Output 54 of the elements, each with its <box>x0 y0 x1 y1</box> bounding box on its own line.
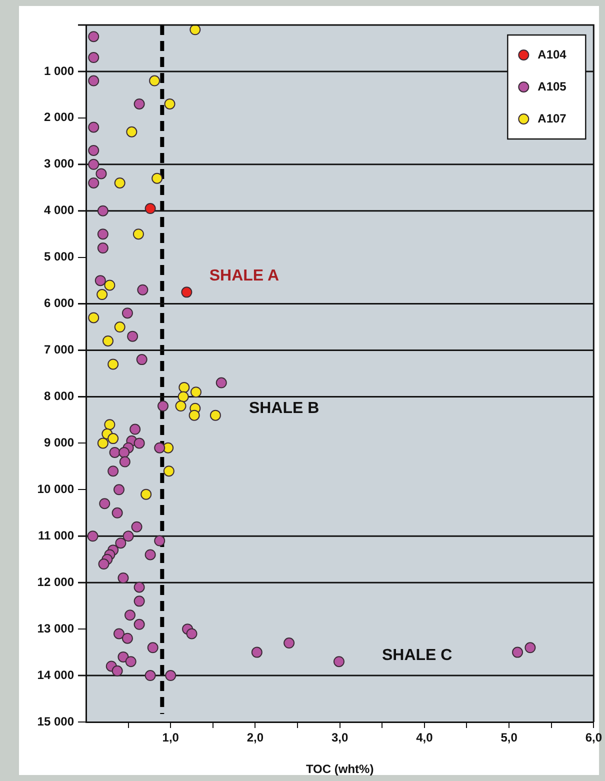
point <box>190 386 202 398</box>
point <box>97 438 108 449</box>
legend-label: A107 <box>538 111 567 126</box>
legend-label: A105 <box>538 79 567 94</box>
point <box>210 410 221 421</box>
y-tick-label: 4 000 <box>44 203 74 218</box>
point <box>114 322 126 333</box>
y-tick-label: 7 000 <box>44 342 74 357</box>
y-tick-label: 5 000 <box>44 250 74 264</box>
x-axis-title: TOC (wht%) <box>306 762 374 776</box>
point <box>163 466 174 477</box>
annotation: SHALE A <box>209 267 280 284</box>
point <box>188 410 200 421</box>
y-tick-label: 8 000 <box>44 389 74 404</box>
y-tick-label: 6 000 <box>44 296 74 310</box>
x-tick-label: 3,0 <box>331 730 348 745</box>
y-tick-label: 11 000 <box>38 528 74 542</box>
point <box>152 172 163 184</box>
point <box>102 335 114 346</box>
y-tick-label: 10 000 <box>37 482 74 496</box>
point <box>132 228 144 240</box>
x-tick-label: 4,0 <box>416 730 434 745</box>
point <box>140 488 152 500</box>
point <box>104 280 116 291</box>
y-tick-label: 14 000 <box>37 668 74 682</box>
point <box>149 75 160 86</box>
legend-label: A104 <box>538 47 567 62</box>
point <box>190 25 201 36</box>
y-tick-label: 2 000 <box>44 110 74 124</box>
y-tick-label: 9 000 <box>44 436 74 450</box>
point <box>114 177 126 188</box>
y-tick-label: 1 000 <box>44 64 74 78</box>
y-tick-label: 13 000 <box>37 621 74 636</box>
point <box>144 203 156 214</box>
point <box>96 289 108 300</box>
annotation: SHALE C <box>382 647 453 664</box>
x-tick-label: 1,0 <box>162 730 180 745</box>
x-tick-label: 5,0 <box>500 730 518 745</box>
point <box>108 358 119 370</box>
annotation: SHALE B <box>248 400 320 417</box>
y-tick-label: 12 000 <box>37 574 74 589</box>
point <box>108 433 119 444</box>
x-tick-label: 2,0 <box>246 730 264 745</box>
point <box>104 419 116 430</box>
y-tick-label: 15 000 <box>37 714 74 728</box>
point <box>164 98 176 110</box>
point <box>181 286 192 298</box>
point <box>88 312 100 324</box>
y-tick-label: 3 000 <box>44 156 74 171</box>
point <box>178 382 190 393</box>
point <box>126 126 138 138</box>
x-tick-label: 6,0 <box>585 730 602 745</box>
point <box>175 400 186 412</box>
point <box>178 391 189 402</box>
